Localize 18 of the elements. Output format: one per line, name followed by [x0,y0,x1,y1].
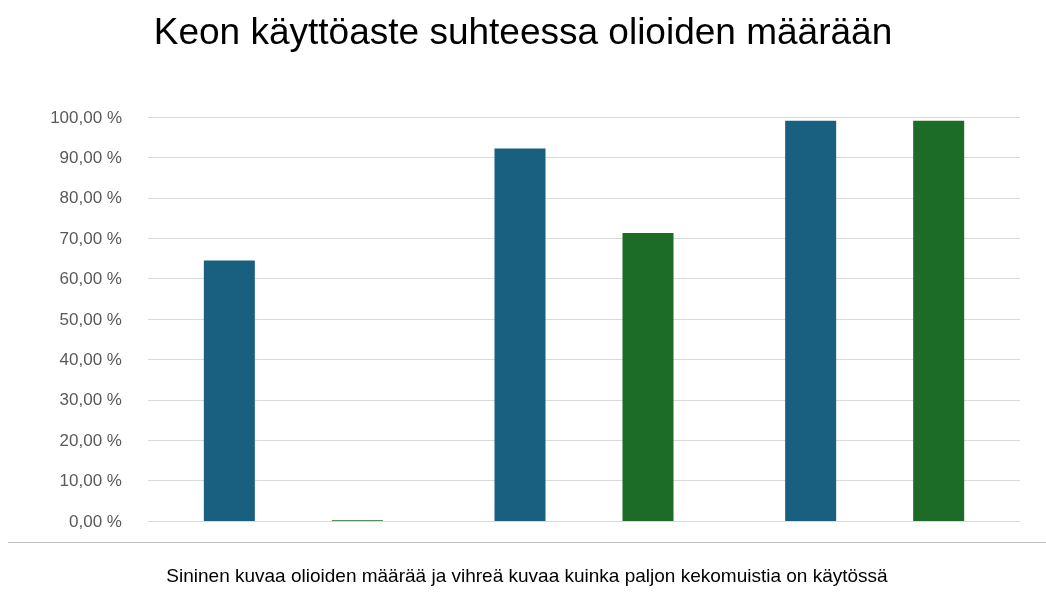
y-tick-label: 90,00 % [59,147,122,167]
bar [622,232,674,521]
text: Sininen kuvaa olioiden määrää ja vihreä kuvaa kuinka paljon kekomuistia on käytössä [165,565,889,587]
y-tick-label: 30,00 % [59,390,122,410]
y-tick-label: 40,00 % [59,349,122,369]
y-tick-label: 10,00 % [59,471,122,491]
y-tick-label: 80,00 % [59,188,122,208]
y-tick-label: 0,00 % [69,511,122,531]
bar [913,120,965,521]
bar [785,120,837,521]
y-tick-label: 70,00 % [59,228,122,248]
chart-title: Keon käyttöaste suhteessa olioiden määrään [153,11,893,52]
bar [494,148,546,521]
y-tick-label: 100,00 % [50,107,122,127]
y-tick-label: 60,00 % [59,269,122,289]
y-tick-label: 20,00 % [59,430,122,450]
bar [203,260,255,521]
y-tick-label: 50,00 % [59,309,122,329]
